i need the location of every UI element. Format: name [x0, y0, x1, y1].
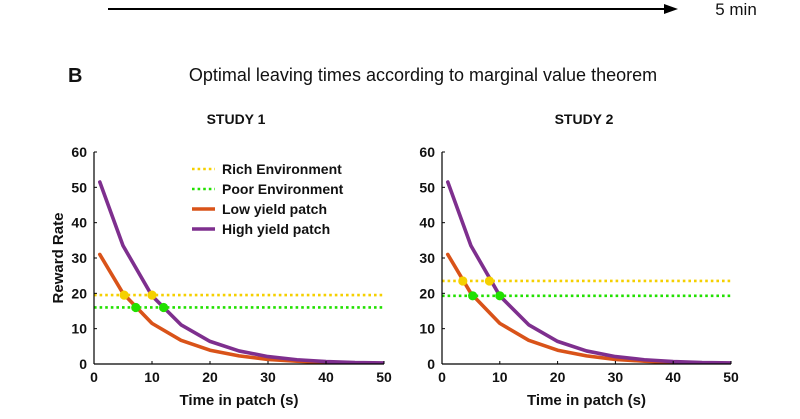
- y-tick-label: 60: [419, 144, 435, 160]
- intersection-marker: [119, 290, 129, 300]
- legend-label: Rich Environment: [222, 161, 342, 177]
- x-tick-label: 30: [260, 369, 276, 385]
- chart-title: STUDY 2: [555, 111, 614, 127]
- y-tick-label: 10: [71, 321, 87, 337]
- legend-label: Low yield patch: [222, 201, 327, 217]
- intersection-marker: [458, 276, 468, 286]
- y-tick-label: 30: [71, 250, 87, 266]
- y-tick-label: 20: [419, 285, 435, 301]
- timeline-arrow-head: [664, 4, 678, 14]
- intersection-marker: [495, 291, 505, 301]
- intersection-marker: [468, 291, 478, 301]
- x-tick-label: 40: [318, 369, 334, 385]
- y-axis-label: Reward Rate: [50, 213, 67, 304]
- x-tick-label: 50: [376, 369, 392, 385]
- y-tick-label: 40: [71, 215, 87, 231]
- legend-label: Poor Environment: [222, 181, 344, 197]
- x-tick-label: 0: [90, 369, 98, 385]
- x-tick-label: 10: [144, 369, 160, 385]
- plot-area: [94, 180, 384, 364]
- x-axis-label: Time in patch (s): [180, 392, 299, 409]
- x-tick-label: 30: [608, 369, 624, 385]
- x-axis-label: Time in patch (s): [527, 392, 646, 409]
- y-tick-label: 50: [71, 179, 87, 195]
- series-high-yield-patch: [445, 180, 731, 364]
- y-tick-label: 0: [79, 356, 87, 372]
- series-low-yield-patch: [98, 252, 384, 364]
- x-tick-label: 50: [723, 369, 739, 385]
- plot-area: [442, 180, 731, 364]
- y-tick-label: 60: [71, 144, 87, 160]
- x-tick-label: 20: [202, 369, 218, 385]
- y-tick-label: 0: [427, 356, 435, 372]
- panel-title: Optimal leaving times according to margi…: [189, 65, 657, 85]
- chart-study-1: STUDY 1 0 10 20 30 40 50 0 10 20 30 40 50 60 Time in p…: [50, 111, 392, 409]
- y-tick-label: 30: [419, 250, 435, 266]
- series-low-yield-patch: [445, 252, 731, 364]
- y-tick-label: 20: [71, 285, 87, 301]
- intersection-marker: [131, 302, 141, 313]
- y-tick-label: 40: [419, 215, 435, 231]
- x-tick-label: 20: [550, 369, 566, 385]
- legend: Rich Environment Poor Environment Low yiel…: [192, 161, 344, 237]
- series-high-yield-patch: [98, 180, 384, 364]
- y-tick-label: 50: [419, 179, 435, 195]
- y-tick-label: 10: [419, 321, 435, 337]
- intersection-marker: [159, 302, 169, 313]
- panel-letter: B: [68, 65, 82, 87]
- legend-label: High yield patch: [222, 221, 330, 237]
- intersection-marker: [484, 276, 494, 286]
- intersection-marker: [147, 290, 157, 300]
- chart-study-2: STUDY 2 0 10 20 30 40 50 0 10 20 30 40 50 60 Time in p…: [419, 111, 739, 409]
- x-tick-label: 40: [665, 369, 681, 385]
- x-tick-label: 10: [492, 369, 508, 385]
- chart-title: STUDY 1: [207, 111, 266, 127]
- timeline-label: 5 min: [715, 0, 757, 19]
- x-tick-label: 0: [438, 369, 446, 385]
